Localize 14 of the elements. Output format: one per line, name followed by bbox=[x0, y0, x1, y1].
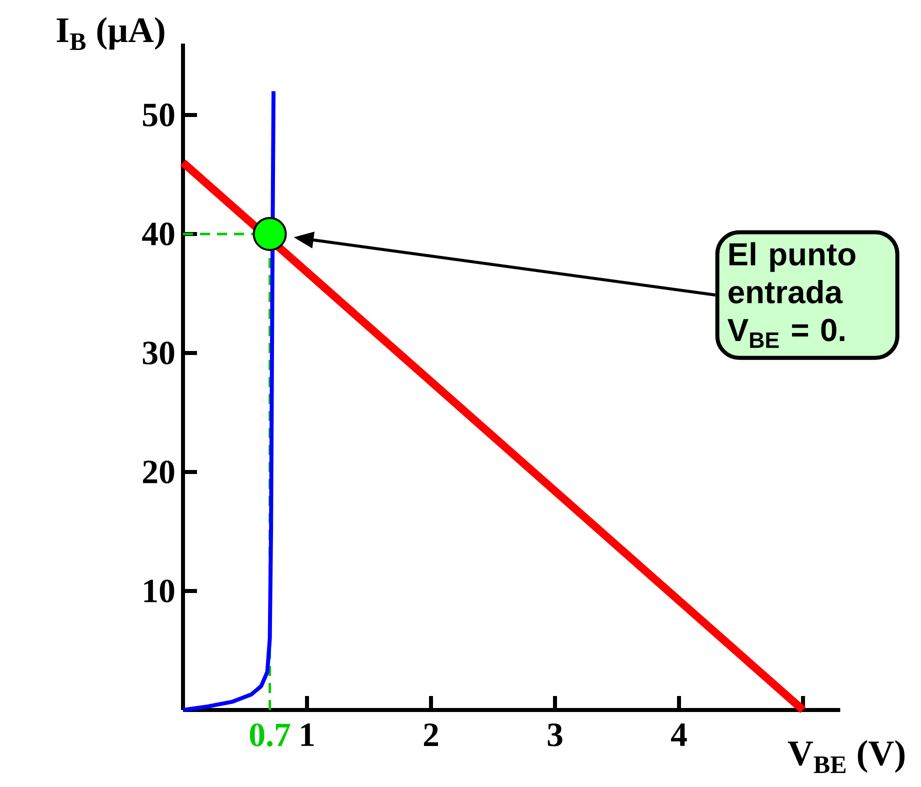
x-tick-label: 2 bbox=[424, 724, 438, 746]
x-axis-title: V$_{BE}$ (V) bbox=[788, 740, 905, 774]
x-tick-label: 4 bbox=[671, 724, 687, 746]
annotation: El punto entrada V$_{BE}$ = 0. bbox=[728, 242, 856, 348]
y-tick-label: 50 bbox=[142, 104, 174, 126]
y-tick-label: 40 bbox=[142, 222, 174, 246]
x-tick-label: 3 bbox=[548, 724, 562, 746]
y-tick-label: 10 bbox=[144, 580, 174, 602]
y-tick-label: 20 bbox=[143, 460, 174, 484]
y-axis-title: I$_{B}$ (μA) bbox=[56, 17, 164, 50]
ref-line-label: 0.7 bbox=[250, 724, 290, 747]
line-series bbox=[181, 89, 276, 712]
x-tick-label: 1 bbox=[301, 724, 314, 746]
y-tick-label: 30 bbox=[142, 342, 174, 364]
